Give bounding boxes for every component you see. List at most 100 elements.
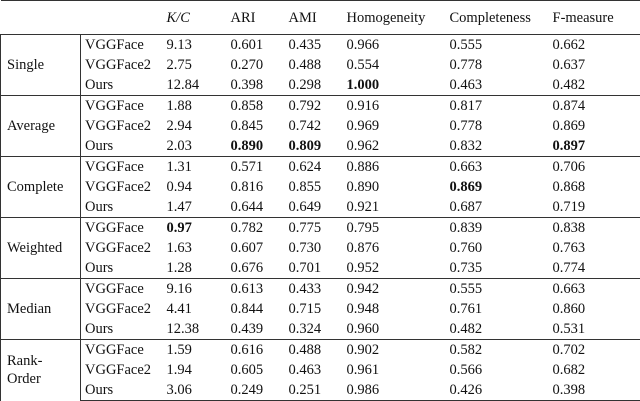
value-cell: 1.59 [163, 340, 227, 361]
value-cell: 4.41 [163, 299, 227, 319]
value-cell: 0.838 [549, 218, 640, 239]
value-cell: 0.488 [285, 55, 343, 75]
value-cell: 0.778 [446, 116, 549, 136]
value-cell: 2.94 [163, 116, 227, 136]
value-cell: 1.47 [163, 197, 227, 218]
best-value: 0.97 [167, 220, 192, 236]
value-cell: 0.613 [227, 279, 285, 300]
value-text: 1.59 [167, 342, 192, 358]
value-cell: 0.702 [549, 340, 640, 361]
value-text: 0.601 [231, 37, 264, 53]
value-text: 0.795 [347, 220, 380, 236]
value-text: 0.298 [289, 77, 322, 93]
value-cell: 0.839 [446, 218, 549, 239]
value-cell: 0.719 [549, 197, 640, 218]
value-text: 0.742 [289, 118, 322, 134]
value-text: 0.644 [231, 199, 264, 215]
value-text: 0.637 [553, 57, 586, 73]
corner-cell [81, 1, 163, 35]
value-text: 0.942 [347, 281, 380, 297]
value-text: 0.706 [553, 159, 586, 175]
value-text: 0.869 [553, 118, 586, 134]
value-text: 0.482 [450, 321, 483, 337]
value-text: 12.38 [167, 321, 200, 337]
value-text: 0.845 [231, 118, 264, 134]
value-cell: 0.775 [285, 218, 343, 239]
value-cell: 0.902 [343, 340, 446, 361]
value-cell: 0.832 [446, 136, 549, 157]
method-name: VGGFace2 [81, 116, 163, 136]
value-text: 1.63 [167, 240, 192, 256]
value-cell: 0.601 [227, 35, 285, 56]
best-value: 0.890 [231, 138, 264, 154]
value-text: 0.948 [347, 301, 380, 317]
value-text: 0.531 [553, 321, 586, 337]
value-cell: 0.249 [227, 380, 285, 401]
value-cell: 0.742 [285, 116, 343, 136]
value-cell: 0.676 [227, 258, 285, 279]
value-cell: 0.845 [227, 116, 285, 136]
best-value: 0.869 [450, 179, 483, 195]
value-text: 0.624 [289, 159, 322, 175]
column-header: Completeness [446, 1, 549, 35]
method-name: Ours [81, 380, 163, 401]
value-text: 0.778 [450, 118, 483, 134]
value-text: 0.676 [231, 260, 264, 276]
value-cell: 0.869 [446, 177, 549, 197]
method-name: VGGFace [81, 218, 163, 239]
value-text: 2.94 [167, 118, 192, 134]
value-text: 0.663 [553, 281, 586, 297]
value-cell: 0.948 [343, 299, 446, 319]
value-text: 0.921 [347, 199, 380, 215]
value-text: 0.817 [450, 98, 483, 114]
group-label: Average [1, 96, 81, 157]
value-cell: 0.566 [446, 360, 549, 380]
value-cell: 0.298 [285, 75, 343, 96]
value-cell: 0.701 [285, 258, 343, 279]
value-cell: 0.763 [549, 238, 640, 258]
value-text: 0.94 [167, 179, 192, 195]
value-cell: 0.730 [285, 238, 343, 258]
value-cell: 0.869 [549, 116, 640, 136]
value-cell: 0.662 [549, 35, 640, 56]
value-text: 0.902 [347, 342, 380, 358]
method-name: VGGFace [81, 340, 163, 361]
value-text: 0.775 [289, 220, 322, 236]
value-text: 0.613 [231, 281, 264, 297]
value-text: 0.735 [450, 260, 483, 276]
value-text: 0.702 [553, 342, 586, 358]
value-cell: 0.488 [285, 340, 343, 361]
value-cell: 0.637 [549, 55, 640, 75]
value-text: 3.06 [167, 382, 192, 398]
group-label: Rank- Order [1, 340, 81, 401]
value-cell: 0.966 [343, 35, 446, 56]
value-cell: 0.649 [285, 197, 343, 218]
column-header: K/C [163, 1, 227, 35]
value-cell: 0.886 [343, 157, 446, 178]
method-name: VGGFace [81, 279, 163, 300]
value-cell: 0.868 [549, 177, 640, 197]
value-text: 0.663 [450, 159, 483, 175]
value-cell: 0.962 [343, 136, 446, 157]
value-cell: 0.715 [285, 299, 343, 319]
value-text: 0.249 [231, 382, 264, 398]
method-name: VGGFace [81, 35, 163, 56]
value-text: 0.488 [289, 57, 322, 73]
value-cell: 0.463 [285, 360, 343, 380]
value-text: 0.463 [450, 77, 483, 93]
value-text: 0.986 [347, 382, 380, 398]
value-cell: 2.03 [163, 136, 227, 157]
group-label: Weighted [1, 218, 81, 279]
value-text: 12.84 [167, 77, 200, 93]
value-cell: 0.890 [343, 177, 446, 197]
value-text: 1.28 [167, 260, 192, 276]
value-cell: 0.682 [549, 360, 640, 380]
